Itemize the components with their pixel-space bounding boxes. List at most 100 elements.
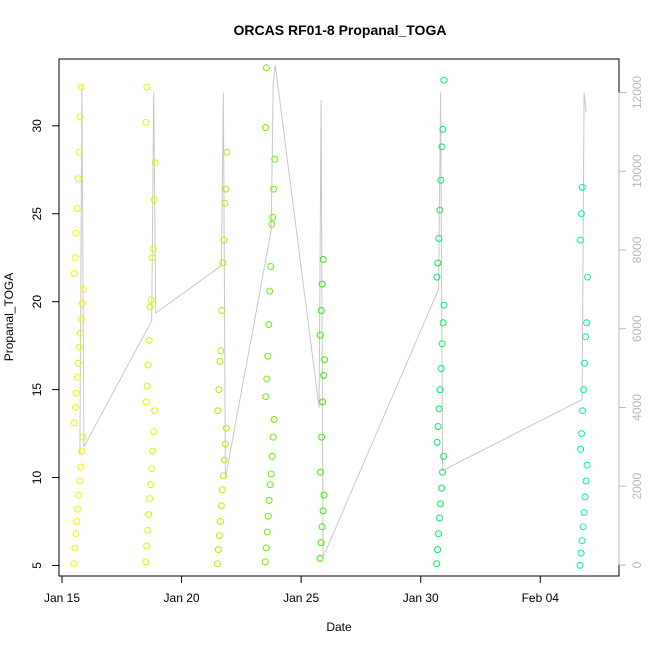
data-point [321,356,329,364]
x-tick-label: Jan 30 [403,591,439,605]
y2-tick-label: 2000 [630,473,644,500]
data-point [319,256,327,263]
data-point [580,509,588,517]
data-point [265,496,273,504]
data-point [584,273,592,281]
data-point [75,491,83,499]
data-point [73,373,81,381]
data-point [143,542,151,550]
data-point [214,407,222,415]
data-point [146,495,154,503]
data-point [145,511,153,518]
data-point [78,447,86,455]
data-point [222,424,230,432]
data-point [71,254,79,262]
data-point [220,236,228,244]
data-point [73,518,81,525]
data-point [439,468,447,476]
data-point [70,270,78,277]
data-point [435,234,443,242]
data-point [580,386,588,394]
data-point [216,518,224,525]
data-point [268,452,276,460]
data-point [320,372,328,379]
data-point [434,259,442,267]
data-point [78,299,86,307]
data-point [577,210,585,218]
data-point [270,416,278,423]
data-point [143,382,151,390]
y-tick-label: 15 [30,383,44,397]
y2-tick-label: 6000 [630,315,644,342]
data-point [578,183,586,191]
data-point [74,175,82,183]
data-point [219,259,227,267]
x-tick-label: Jan 25 [283,591,319,605]
data-point [221,440,229,448]
data-point [434,546,442,554]
data-point [436,206,444,214]
secondary-series-line [79,64,587,558]
data-point [269,213,277,221]
data-point [73,205,81,212]
data-point [147,481,155,489]
data-point [439,125,447,133]
data-point [77,463,85,471]
data-point [220,456,228,464]
data-point [576,561,584,569]
data-point [143,83,151,91]
data-point [74,359,82,367]
data-point [70,419,78,427]
data-point [435,530,443,538]
data-point [318,280,326,288]
data-point [583,461,591,469]
x-tick-label: Feb 04 [522,591,560,605]
data-point [79,285,87,293]
data-point [318,523,326,531]
data-point [222,185,230,193]
data-point [576,236,584,244]
y2-tick-label: 12000 [630,75,644,109]
data-point [71,403,79,411]
data-point [316,331,324,339]
data-point [76,329,84,337]
data-point [149,447,157,455]
data-point [439,319,447,327]
data-point [72,389,80,397]
y-axis-label: Propanal_TOGA [2,273,16,362]
data-point [262,393,270,401]
data-point [577,445,585,453]
data-point [216,358,224,365]
data-point [438,340,446,348]
data-point [263,528,271,536]
y-axis: 5 10 15 20 25 30 [30,119,60,569]
y-tick-label: 25 [30,207,44,221]
x-axis-label: Date [326,620,352,634]
x-tick-label: Jan 15 [44,591,80,605]
data-point [433,560,441,568]
y-tick-label: 5 [30,562,44,569]
data-point [72,530,80,538]
data-point [144,526,152,534]
data-point [218,486,226,494]
data-point [582,333,590,341]
data-point [145,336,153,344]
y-tick-label: 20 [30,295,44,309]
data-point [270,185,278,193]
data-point [144,361,152,369]
data-point [72,229,80,237]
data-point [433,438,441,446]
data-point [79,433,87,441]
data-point [434,423,442,430]
y2-tick-label: 0 [630,561,644,568]
data-point [437,500,445,508]
data-point [221,199,229,207]
data-point [268,220,276,228]
data-point [214,546,222,554]
data-point [262,124,269,132]
y-tick-label: 10 [30,471,44,485]
data-point [146,303,154,311]
data-point [263,375,271,383]
data-point [581,493,589,501]
data-point [151,159,159,167]
